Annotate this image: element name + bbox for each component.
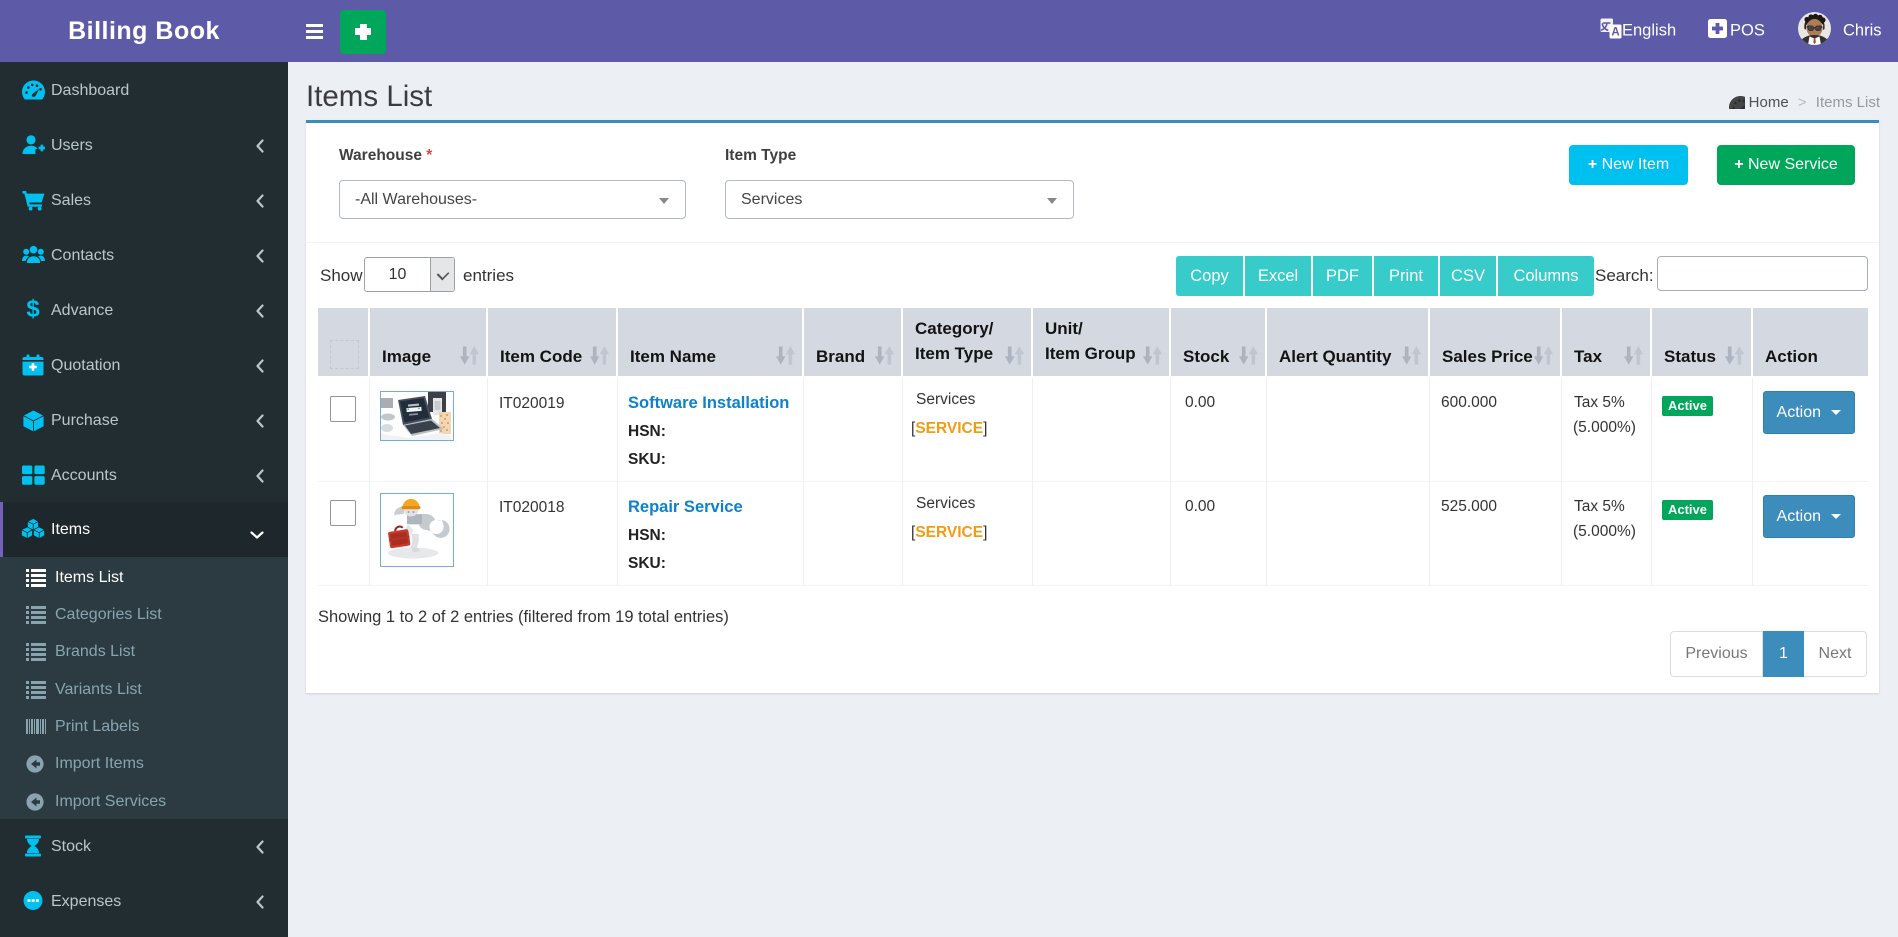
svg-text:A: A: [1611, 26, 1619, 38]
